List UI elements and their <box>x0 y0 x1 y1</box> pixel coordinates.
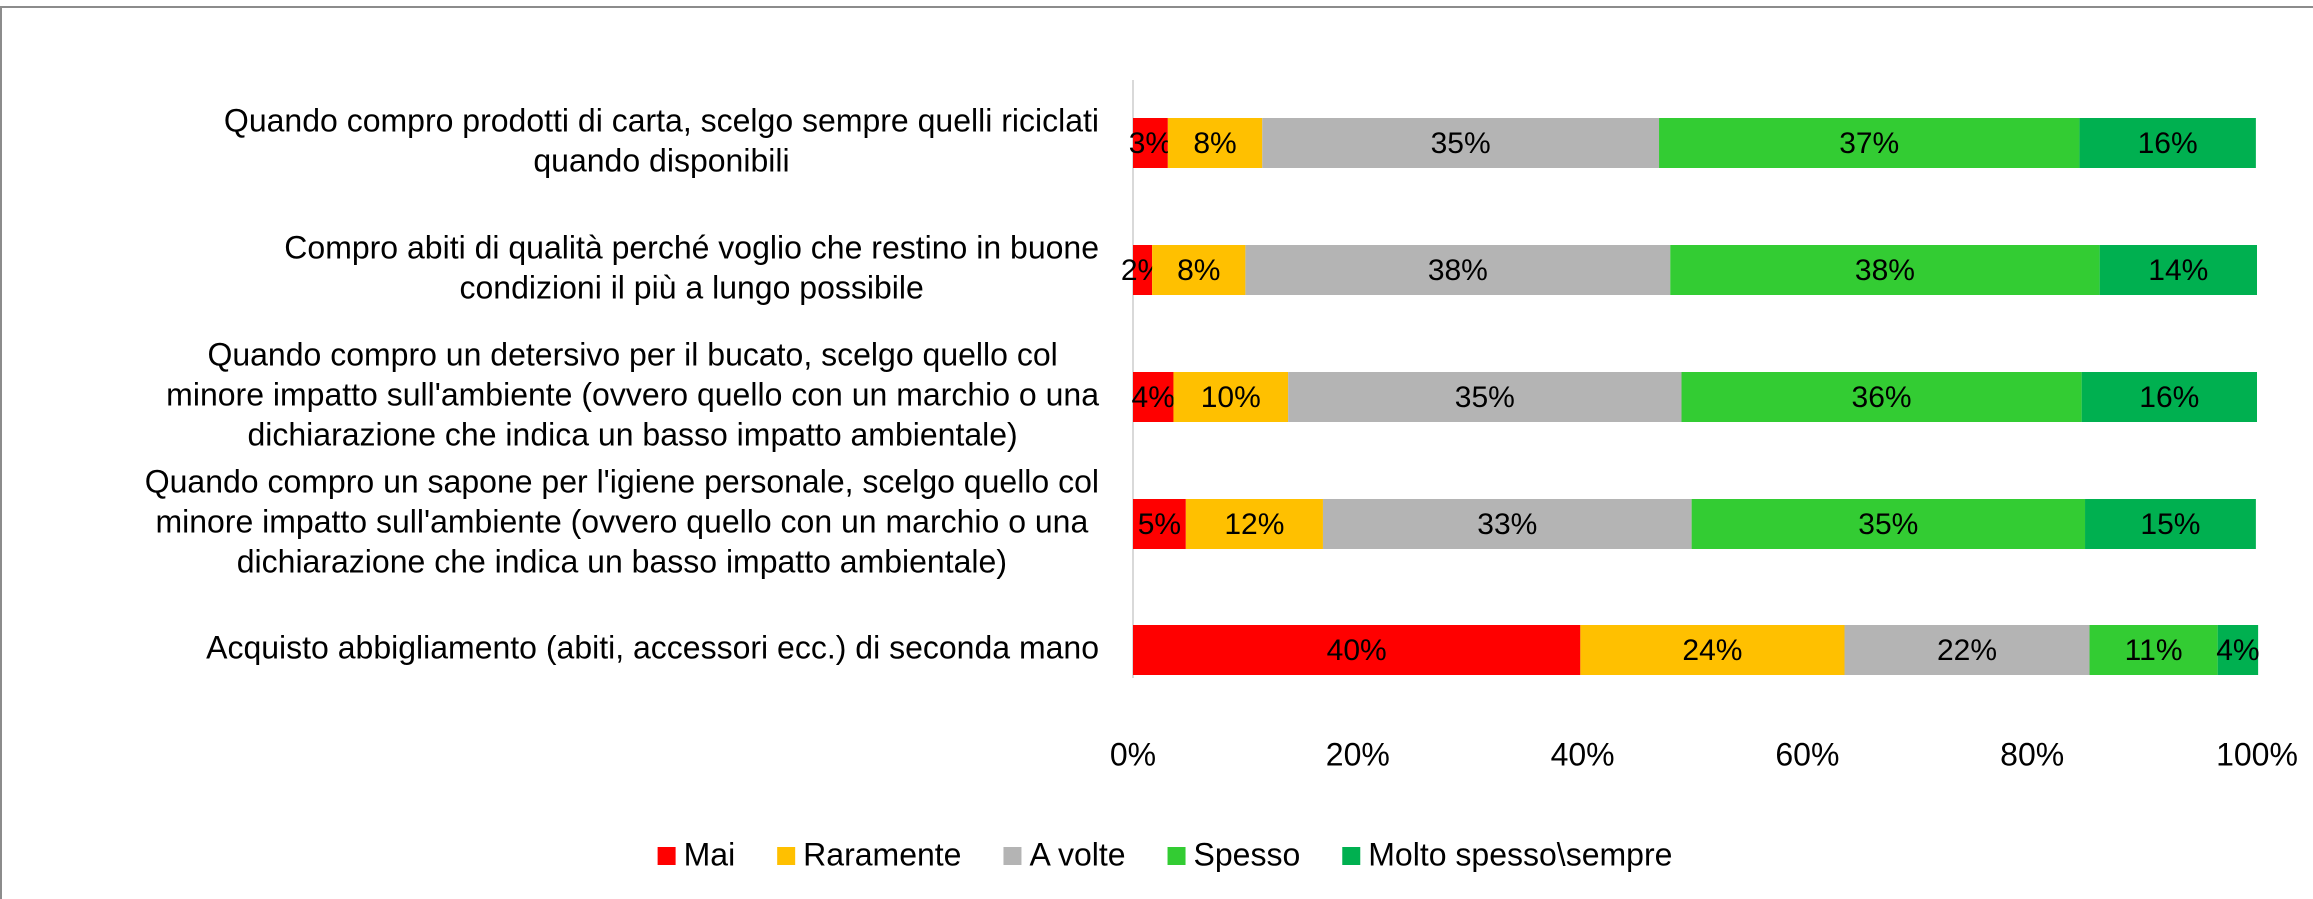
bar-segment <box>1133 118 1168 168</box>
bar-segment <box>1185 499 1323 549</box>
legend-swatch <box>1003 847 1022 865</box>
data-label: 40% <box>1327 634 1387 667</box>
bar-segment <box>1681 372 2082 422</box>
data-label: 15% <box>2140 508 2200 541</box>
bar-segment <box>1133 625 1581 675</box>
bar-segment <box>1173 372 1289 422</box>
category-label: dichiarazione che indica un basso impatt… <box>247 416 1017 452</box>
bar-segment <box>1670 245 2100 295</box>
data-label: 33% <box>1477 508 1537 541</box>
data-label: 36% <box>1852 381 1912 414</box>
bar-segment <box>1580 625 1845 675</box>
data-label: 5% <box>1138 508 1181 541</box>
bar-segment <box>1659 118 2080 168</box>
bar-segment <box>1245 245 1671 295</box>
bar-segment <box>2081 372 2257 422</box>
data-label: 11% <box>2125 634 2183 667</box>
bar-segment <box>1322 499 1692 549</box>
data-label: 35% <box>1431 127 1491 160</box>
x-tick-label: 80% <box>2000 736 2064 772</box>
category-label: Quando compro un sapone per l'igiene per… <box>145 463 1099 499</box>
data-label: 35% <box>1858 508 1918 541</box>
data-label: 4% <box>1132 381 1175 414</box>
legend-swatch <box>777 847 796 865</box>
bar-segment <box>2099 245 2257 295</box>
data-label: 8% <box>1193 127 1236 160</box>
data-label: 38% <box>1855 254 1915 287</box>
bar-segment <box>1844 625 2090 675</box>
bar-segment <box>1167 118 1263 168</box>
x-tick-label: 20% <box>1326 736 1390 772</box>
category-label: dichiarazione che indica un basso impatt… <box>237 543 1007 579</box>
legend-swatch <box>1167 847 1186 865</box>
x-tick-label: 40% <box>1551 736 1615 772</box>
category-label: quando disponibili <box>533 142 789 178</box>
category-label: condizioni il più a lungo possibile <box>459 269 923 305</box>
data-label: 12% <box>1224 508 1284 541</box>
data-label: 10% <box>1201 381 1261 414</box>
bar-segment <box>2085 499 2256 549</box>
bar-segment <box>1133 245 1153 295</box>
data-label: 8% <box>1177 254 1220 287</box>
category-label: Compro abiti di qualità perché voglio ch… <box>284 229 1099 265</box>
x-tick-label: 60% <box>1775 736 1839 772</box>
bar-segment <box>1288 372 1682 422</box>
category-label: Quando compro un detersivo per il bucato… <box>207 336 1057 372</box>
legend-label: Raramente <box>803 836 961 872</box>
data-label: 22% <box>1937 634 1997 667</box>
data-label: 24% <box>1682 634 1742 667</box>
data-label: 38% <box>1428 254 1488 287</box>
category-label: minore impatto sull'ambiente (ovvero que… <box>155 503 1088 539</box>
legend-label: Spesso <box>1194 836 1301 872</box>
bar-segment <box>1262 118 1660 168</box>
data-label: 16% <box>2139 381 2199 414</box>
category-label: minore impatto sull'ambiente (ovvero que… <box>166 376 1099 412</box>
bar-segment <box>1133 372 1174 422</box>
category-label: Quando compro prodotti di carta, scelgo … <box>224 102 1099 138</box>
legend-label: Mai <box>684 836 736 872</box>
bar-segment <box>1691 499 2086 549</box>
data-label: 14% <box>2148 254 2208 287</box>
chart-frame <box>0 6 2313 899</box>
bar-segment <box>2089 625 2218 675</box>
bar-segment <box>1133 499 1186 549</box>
bar-segment <box>1152 245 1246 295</box>
legend-label: Molto spesso\sempre <box>1368 836 1672 872</box>
bar-segment <box>2217 625 2259 675</box>
data-label: 16% <box>2138 127 2198 160</box>
x-tick-label: 0% <box>1110 736 1156 772</box>
legend-label: A volte <box>1029 836 1125 872</box>
category-label: Acquisto abbigliamento (abiti, accessori… <box>206 629 1099 665</box>
data-label: 3% <box>1129 127 1172 160</box>
data-label: 35% <box>1455 381 1515 414</box>
data-label: 4% <box>2216 634 2259 667</box>
bar-segment <box>2079 118 2256 168</box>
legend-swatch <box>657 847 676 865</box>
data-label: 37% <box>1839 127 1899 160</box>
x-tick-label: 100% <box>2216 736 2298 772</box>
legend-swatch <box>1342 847 1361 865</box>
